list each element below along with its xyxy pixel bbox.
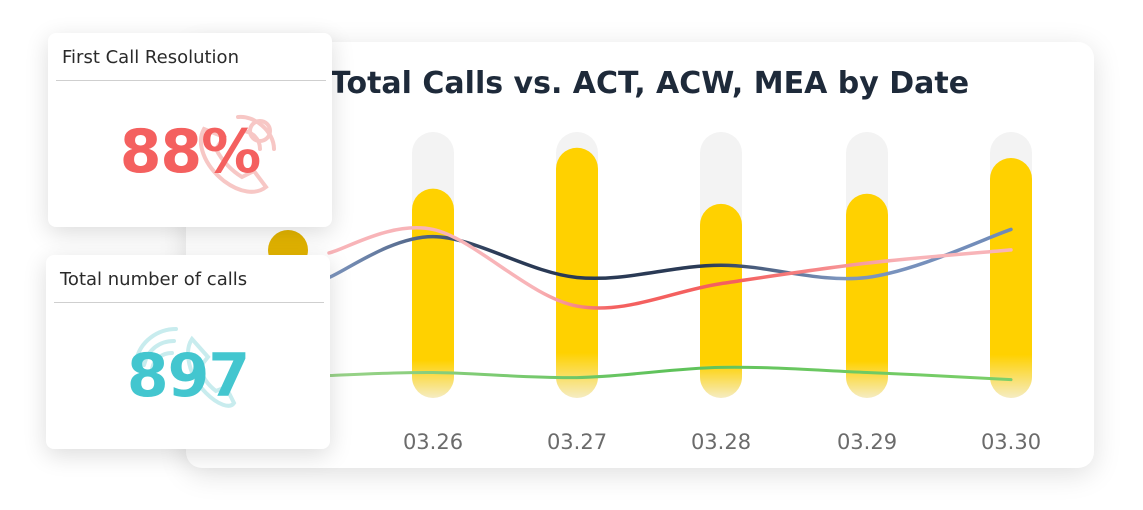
kpi-title: Total number of calls: [60, 269, 248, 290]
kpi-title: First Call Resolution: [62, 47, 239, 68]
series-line: [327, 365, 1013, 382]
bar: [990, 157, 1032, 398]
bar: [556, 147, 598, 398]
chart-title: Total Calls vs. ACT, ACW, MEA by Date: [330, 66, 970, 101]
bar: [412, 188, 454, 398]
chart-plot: 03.26 03.27 03.28 03.29 03.30: [268, 132, 1041, 454]
kpi-value: 88%: [119, 117, 262, 187]
first-call-resolution-card: First Call Resolution 88%: [48, 33, 332, 227]
series-line: [327, 226, 1013, 310]
bar: [846, 193, 888, 398]
x-tick-label: 03.30: [981, 430, 1041, 454]
x-tick-label: 03.28: [691, 430, 751, 454]
chart-card: 03.26 03.27 03.28 03.29 03.30 Total Calls vs…: [186, 42, 1094, 468]
x-tick-label: 03.26: [403, 430, 463, 454]
divider: [56, 80, 326, 81]
bar: [700, 203, 742, 398]
phone-icon: [198, 114, 276, 194]
x-tick-label: 03.29: [837, 430, 897, 454]
x-tick-label: 03.27: [547, 430, 607, 454]
series-line: [327, 227, 1013, 281]
kpi-value: 897: [126, 341, 250, 411]
phone-ringing-icon: [134, 327, 237, 408]
divider: [54, 302, 324, 303]
total-calls-card: Total number of calls 897: [46, 255, 330, 449]
